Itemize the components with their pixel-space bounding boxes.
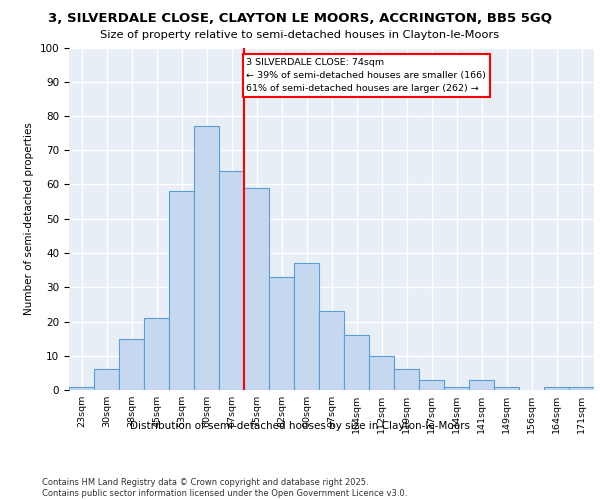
Bar [194,126,219,390]
Text: Distribution of semi-detached houses by size in Clayton-le-Moors: Distribution of semi-detached houses by … [130,421,470,431]
Text: Size of property relative to semi-detached houses in Clayton-le-Moors: Size of property relative to semi-detach… [100,30,500,40]
Bar [344,335,369,390]
Text: 3, SILVERDALE CLOSE, CLAYTON LE MOORS, ACCRINGTON, BB5 5GQ: 3, SILVERDALE CLOSE, CLAYTON LE MOORS, A… [48,12,552,26]
Bar [94,370,119,390]
Bar [69,386,94,390]
Bar [469,380,494,390]
Text: Contains HM Land Registry data © Crown copyright and database right 2025.
Contai: Contains HM Land Registry data © Crown c… [42,478,407,498]
Bar [294,264,319,390]
Bar [494,386,519,390]
Bar [419,380,444,390]
Bar [244,188,269,390]
Bar [544,386,569,390]
Bar [169,192,194,390]
Y-axis label: Number of semi-detached properties: Number of semi-detached properties [24,122,34,315]
Bar [119,338,144,390]
Bar [319,311,344,390]
Bar [144,318,169,390]
Text: 3 SILVERDALE CLOSE: 74sqm
← 39% of semi-detached houses are smaller (166)
61% of: 3 SILVERDALE CLOSE: 74sqm ← 39% of semi-… [247,58,487,93]
Bar [369,356,394,390]
Bar [394,370,419,390]
Bar [219,171,244,390]
Bar [269,277,294,390]
Bar [444,386,469,390]
Bar [569,386,594,390]
